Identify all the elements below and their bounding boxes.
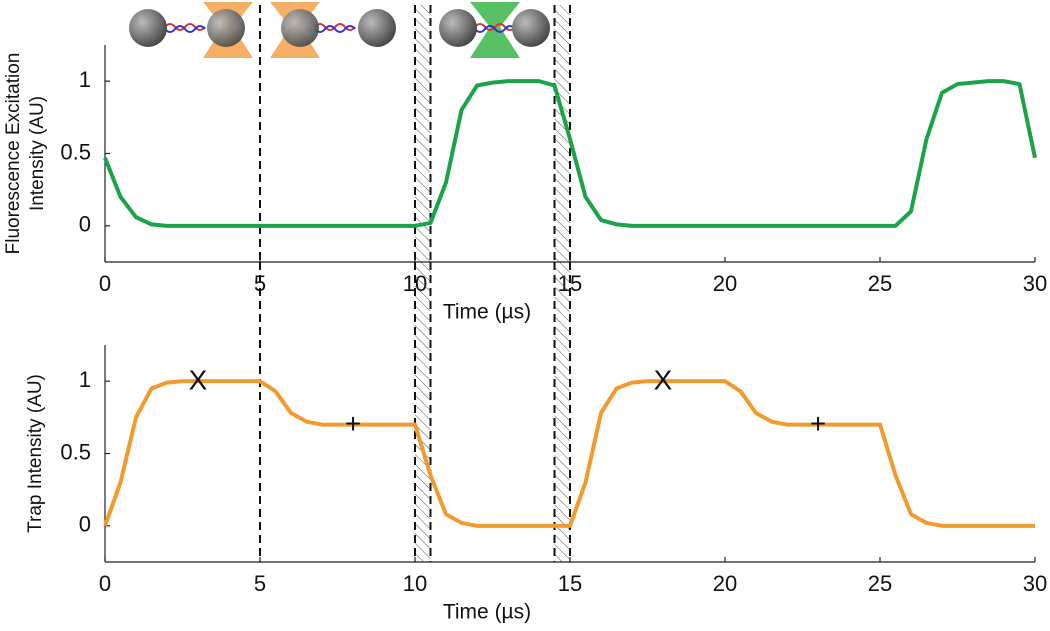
icon-excitation — [439, 2, 550, 58]
x-tick-label: 25 — [868, 271, 892, 296]
x-tick-label: 30 — [1023, 571, 1047, 596]
x-tick-label: 25 — [868, 571, 892, 596]
point-marker: X — [189, 365, 208, 396]
illustrations — [129, 2, 550, 58]
y-axis-label: Fluorescence Excitation — [3, 53, 24, 255]
data-line — [103, 79, 1037, 228]
icon-trap-right — [270, 2, 396, 58]
point-marker: + — [810, 408, 826, 439]
x-axis-label: Time (µs) — [443, 601, 531, 624]
x-tick-label: 5 — [254, 271, 266, 296]
hatched-band — [415, 262, 431, 562]
x-tick-label: 5 — [254, 571, 266, 596]
y-tick-label: 0 — [79, 512, 91, 537]
x-tick-label: 30 — [1023, 271, 1047, 296]
y-axis-label: Trap Intensity (AU) — [25, 374, 46, 533]
hatched-band — [554, 5, 570, 262]
hatched-band — [554, 262, 570, 562]
x-tick-label: 0 — [99, 571, 111, 596]
y-tick-label: 0.5 — [60, 139, 91, 164]
y-tick-label: 0.5 — [60, 439, 91, 464]
x-tick-label: 0 — [99, 271, 111, 296]
x-tick-label: 20 — [713, 271, 737, 296]
y-tick-label: 1 — [79, 367, 91, 392]
data-line — [103, 379, 1035, 528]
y-tick-label: 1 — [79, 67, 91, 92]
x-tick-label: 20 — [713, 571, 737, 596]
point-marker: X — [654, 365, 673, 396]
y-tick-label: 0 — [79, 212, 91, 237]
x-tick-label: 10 — [403, 571, 427, 596]
x-axis-label: Time (µs) — [443, 301, 531, 324]
icon-trap-left — [129, 2, 253, 58]
x-tick-label: 15 — [558, 571, 582, 596]
y-axis-label: Intensity (AU) — [27, 96, 48, 211]
hatched-band — [415, 5, 431, 262]
point-marker: + — [345, 408, 361, 439]
